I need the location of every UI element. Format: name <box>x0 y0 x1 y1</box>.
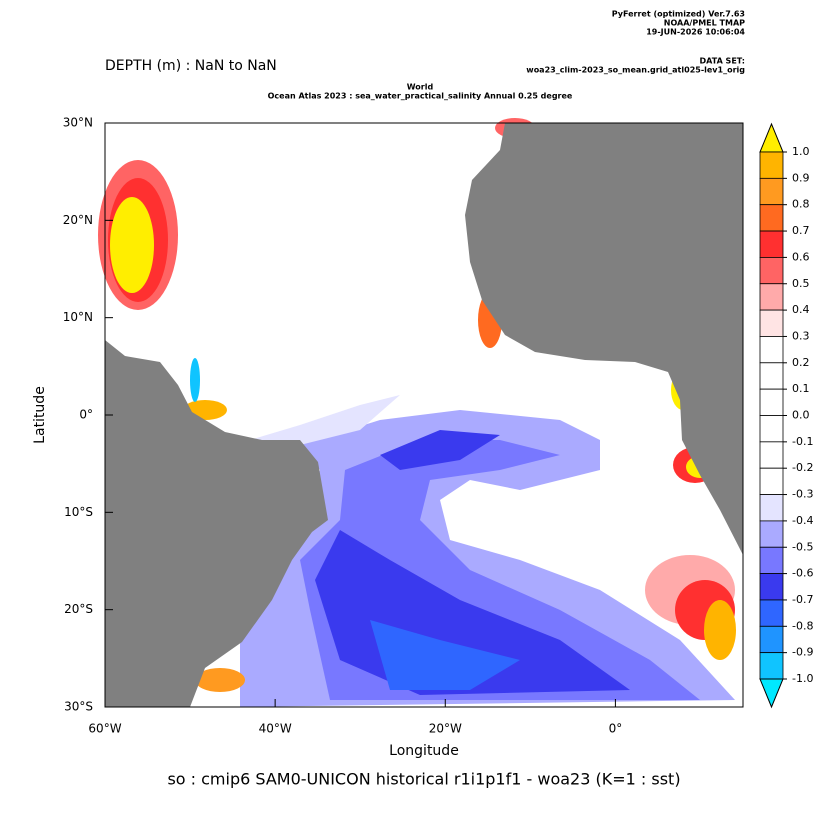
colorbar-label: 0.6 <box>792 250 810 263</box>
colorbar-box <box>759 177 784 206</box>
y-tick-label: 0° <box>79 408 93 422</box>
date: 19-JUN-2026 10:06:04 <box>646 28 745 37</box>
land <box>465 123 743 555</box>
colorbar-box <box>759 546 784 575</box>
colorbar-label: 0.7 <box>792 224 810 237</box>
colorbar-label: 1.0 <box>792 145 810 158</box>
colorbar-box <box>759 256 784 285</box>
colorbar-label: 0.5 <box>792 277 810 290</box>
colorbar-label: 0.3 <box>792 329 810 342</box>
colorbar-box <box>759 599 784 627</box>
colorbar-label: -0.3 <box>792 488 813 501</box>
colorbar-label: 0.1 <box>792 382 810 395</box>
colorbar-label: -1.0 <box>792 672 813 685</box>
y-tick-label: 10°N <box>63 310 93 324</box>
patch <box>704 600 736 660</box>
x-tick-label: 0° <box>609 722 623 736</box>
colorbar-box <box>759 520 784 548</box>
colorbar-box <box>759 309 784 337</box>
colorbar-box <box>759 625 784 654</box>
colorbar-box <box>759 283 784 311</box>
colorbar-label: 0.0 <box>792 409 810 422</box>
dataset-label: DATA SET: <box>700 57 745 66</box>
colorbar-box <box>759 230 784 258</box>
colorbar-box <box>759 362 784 390</box>
colorbar-box <box>759 336 784 364</box>
x-axis-label: Longitude <box>389 743 459 759</box>
y-tick-label: 20°N <box>63 213 93 227</box>
patch <box>110 197 154 293</box>
y-tick-label: 10°S <box>64 505 93 519</box>
colorbar-label: 0.8 <box>792 198 810 211</box>
x-tick-label: 20°W <box>429 722 462 736</box>
patch <box>190 358 200 402</box>
dataset: woa23_clim-2023_so_mean.grid_atl025-lev1… <box>526 66 745 75</box>
colorbar-label: -0.5 <box>792 540 813 553</box>
colorbar-label: 0.2 <box>792 356 810 369</box>
colorbar-label: -0.9 <box>792 646 813 659</box>
colorbar-box <box>759 573 784 601</box>
colorbar-label: -0.1 <box>792 435 813 448</box>
colorbar-triangle <box>759 678 784 709</box>
land <box>105 340 328 707</box>
colorbar-box <box>759 467 784 495</box>
x-tick-label: 40°W <box>259 722 292 736</box>
colorbar-box <box>759 151 784 179</box>
colorbar-label: -0.8 <box>792 619 813 632</box>
y-tick-label: 30°N <box>63 116 93 130</box>
y-axis-label: Latitude <box>32 386 48 444</box>
colorbar-label: 0.9 <box>792 171 810 184</box>
colorbar-box <box>759 441 784 469</box>
colorbar-label: -0.2 <box>792 461 813 474</box>
y-tick-label: 20°S <box>64 602 93 616</box>
patch <box>250 395 400 450</box>
footer: so : cmip6 SAM0-UNICON historical r1i1p1… <box>167 770 680 789</box>
colorbar-triangle <box>759 122 784 153</box>
colorbar-box <box>759 652 784 680</box>
subtitle: Ocean Atlas 2023 : sea_water_practical_s… <box>268 92 573 101</box>
colorbar-label: -0.4 <box>792 514 813 527</box>
colorbar-box <box>759 204 784 232</box>
subtitle: World <box>407 83 434 92</box>
colorbar-box <box>759 388 784 416</box>
colorbar-label: -0.7 <box>792 593 813 606</box>
colorbar-box <box>759 415 784 443</box>
x-tick-label: 60°W <box>88 722 121 736</box>
patch <box>370 620 520 690</box>
software: PyFerret (optimized) Ver.7.63 <box>612 10 745 19</box>
map-area <box>98 118 744 708</box>
org: NOAA/PMEL TMAP <box>664 19 745 28</box>
patch <box>380 430 500 470</box>
colorbar-label: -0.6 <box>792 567 813 580</box>
colorbar-label: 0.4 <box>792 303 810 316</box>
patch <box>195 668 245 692</box>
y-tick-label: 30°S <box>64 700 93 714</box>
colorbar-box <box>759 494 784 522</box>
depth: DEPTH (m) : NaN to NaN <box>105 58 277 74</box>
